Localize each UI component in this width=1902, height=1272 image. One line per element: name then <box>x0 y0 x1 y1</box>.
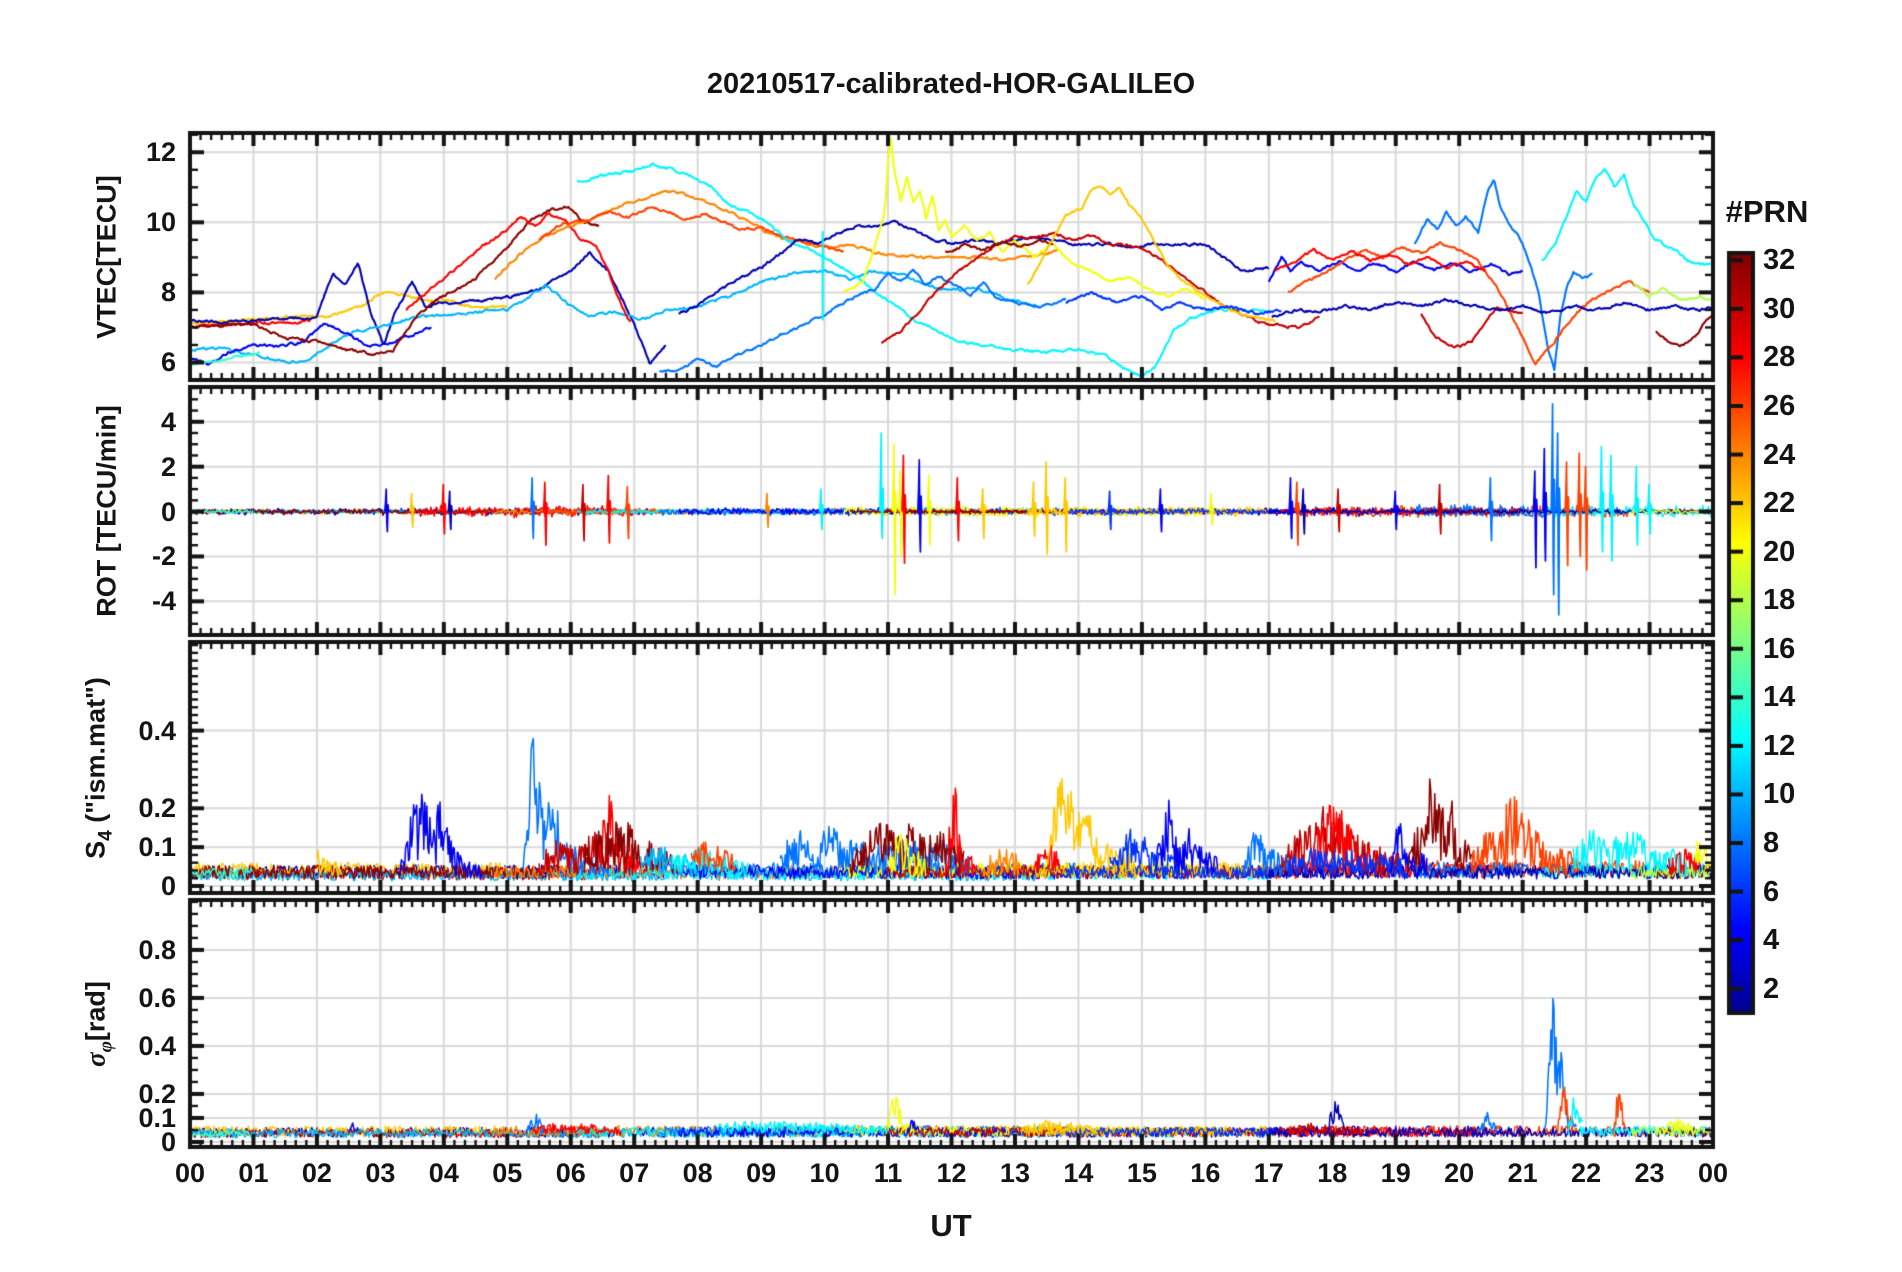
y-axis-label-vtec: VTEC[TECU] <box>91 174 122 339</box>
colorbar-tick-label: 4 <box>1763 924 1780 957</box>
colorbar-tick-label: 16 <box>1763 632 1796 665</box>
y-axis-label-sigma_phi: σφ[rad] <box>80 980 117 1067</box>
y-axis-label-s4: S4 ("ism.mat") <box>80 676 117 859</box>
x-tick-label: 18 <box>1317 1158 1348 1188</box>
colorbar-tick-label: 18 <box>1763 584 1796 617</box>
colorbar-tick-label: 26 <box>1763 389 1796 422</box>
chart-title: 20210517-calibrated-HOR-GALILEO <box>706 68 1196 100</box>
x-tick-label: 00 <box>174 1158 206 1188</box>
x-tick-label: 10 <box>809 1158 840 1188</box>
colorbar-tick-label: 28 <box>1763 341 1796 374</box>
y-tick-label: 0 <box>160 871 176 901</box>
colorbar-title: #PRN <box>1725 194 1809 229</box>
y-tick-label: 0.1 <box>138 1102 176 1133</box>
x-tick-label: 14 <box>1063 1158 1094 1188</box>
colorbar-tick-label: 10 <box>1763 778 1796 811</box>
x-tick-label: 06 <box>555 1158 586 1188</box>
colorbar-tick-label: 6 <box>1763 875 1780 908</box>
x-tick-label: 20 <box>1444 1158 1475 1188</box>
y-tick-label: 0 <box>160 1126 176 1157</box>
y-tick-label: 12 <box>145 137 176 168</box>
y-tick-label: -4 <box>151 586 176 617</box>
y-tick-label: 0 <box>160 496 176 527</box>
x-tick-label: 12 <box>936 1158 967 1188</box>
x-tick-label: 11 <box>873 1158 903 1188</box>
x-tick-label: 07 <box>619 1158 650 1188</box>
x-tick-label: 03 <box>365 1158 396 1188</box>
y-axis-label-rot: ROT [TECU/min] <box>91 405 122 617</box>
y-tick-label: 0.2 <box>138 1078 176 1109</box>
colorbar-tick-label: 24 <box>1763 438 1796 471</box>
colorbar-tick-label: 14 <box>1763 681 1796 714</box>
x-tick-label: 02 <box>301 1158 332 1188</box>
y-tick-label: 6 <box>160 347 176 378</box>
y-tick-label: -2 <box>151 541 176 572</box>
colorbar-tick-label: 2 <box>1763 972 1780 1005</box>
x-tick-label: 16 <box>1190 1158 1221 1188</box>
y-tick-label: 0.6 <box>138 982 176 1013</box>
x-tick-label: 13 <box>999 1158 1030 1188</box>
colorbar-tick-label: 8 <box>1763 827 1780 860</box>
colorbar-tick-label: 30 <box>1763 292 1796 325</box>
x-tick-label: 19 <box>1380 1158 1411 1188</box>
x-tick-label: 22 <box>1571 1158 1602 1188</box>
x-axis-label: UT <box>930 1208 972 1243</box>
y-tick-label: 0.8 <box>138 934 176 965</box>
colorbar-tick-label: 12 <box>1763 729 1796 762</box>
y-tick-label: 4 <box>160 406 176 437</box>
y-tick-label: 0.1 <box>138 832 176 863</box>
x-tick-label: 04 <box>428 1158 459 1188</box>
x-tick-label: 17 <box>1253 1158 1284 1188</box>
y-tick-label: 0.2 <box>138 793 176 824</box>
x-tick-label: 05 <box>492 1158 523 1188</box>
y-tick-label: 8 <box>160 277 176 308</box>
colorbar-tick-label: 32 <box>1763 244 1796 277</box>
y-tick-label: 0.4 <box>138 715 176 746</box>
y-tick-label: 10 <box>145 207 176 238</box>
x-tick-label: 15 <box>1126 1158 1157 1188</box>
colorbar-tick-label: 20 <box>1763 535 1796 568</box>
x-tick-label: 21 <box>1507 1158 1538 1188</box>
x-tick-label: 08 <box>682 1158 713 1188</box>
y-tick-label: 0.4 <box>138 1030 176 1061</box>
y-tick-label: 2 <box>160 451 176 482</box>
x-tick-label: 23 <box>1634 1158 1665 1188</box>
x-tick-label: 00 <box>1697 1158 1729 1188</box>
colorbar-tick-label: 22 <box>1763 487 1796 520</box>
x-tick-label: 01 <box>238 1158 269 1188</box>
x-tick-label: 09 <box>746 1158 777 1188</box>
